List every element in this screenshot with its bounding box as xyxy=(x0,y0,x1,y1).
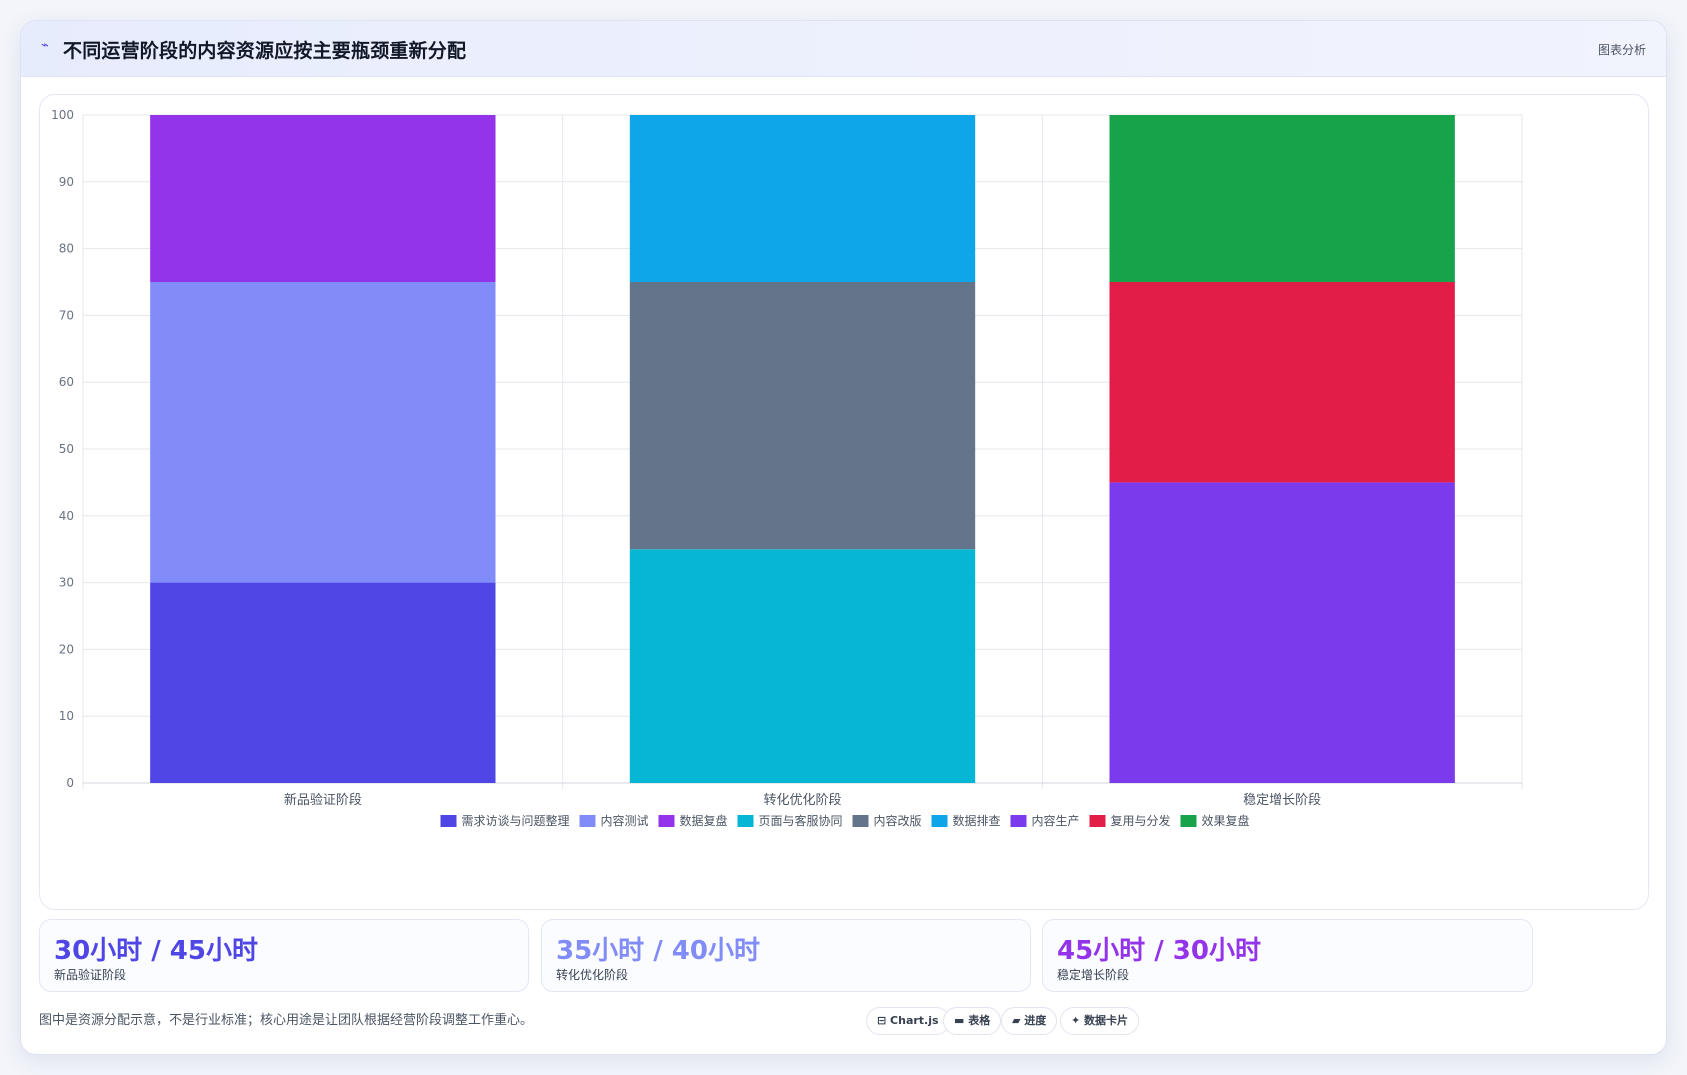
stat-label: 新品验证阶段 xyxy=(54,968,127,982)
y-tick-label: 10 xyxy=(59,709,74,723)
y-tick-label: 90 xyxy=(59,175,74,189)
legend-swatch xyxy=(1089,815,1106,827)
x-tick-label: 稳定增长阶段 xyxy=(1243,792,1321,808)
legend-swatch xyxy=(440,815,457,827)
legend-label: 需求访谈与问题整理 xyxy=(462,813,570,828)
y-tick-label: 0 xyxy=(66,776,74,790)
legend-label: 内容测试 xyxy=(601,813,649,828)
chip-table[interactable]: ▬ 表格 xyxy=(943,1007,1002,1035)
stat-label: 转化优化阶段 xyxy=(556,968,629,982)
chart-card: ⌁ 不同运营阶段的内容资源应按主要瓶颈重新分配 图表分析 0 10 20 30 40 50… xyxy=(20,20,1667,1055)
legend-label: 页面与客服协同 xyxy=(759,813,843,828)
bar-segment xyxy=(629,115,976,282)
stacked-bar-chart: 0 10 20 30 40 50 60 70 80 90 100 新品验证阶段 转化优化阶段 稳定增长阶段… xyxy=(51,108,1523,828)
y-tick-label: 30 xyxy=(59,576,74,590)
stat-label: 稳定增长阶段 xyxy=(1057,968,1130,982)
y-tick-label: 80 xyxy=(59,242,74,256)
y-tick-label: 100 xyxy=(51,108,74,122)
chart-panel: 0 10 20 30 40 50 60 70 80 90 100 新品验证阶段 转化优化阶段 稳定增长阶段… xyxy=(39,94,1649,910)
y-tick-label: 40 xyxy=(59,509,74,523)
bar-segment xyxy=(150,115,496,282)
legend-swatch xyxy=(658,815,675,827)
bar-segment xyxy=(150,282,496,583)
bar-segment xyxy=(1109,482,1455,783)
y-tick-label: 70 xyxy=(59,308,74,322)
x-tick-label: 转化优化阶段 xyxy=(763,793,841,808)
legend-swatch xyxy=(852,815,869,827)
legend-swatch xyxy=(579,815,596,827)
chip-data-card[interactable]: ✦ 数据卡片 xyxy=(1060,1007,1140,1035)
bar-segment xyxy=(1109,115,1455,282)
legend-swatch xyxy=(737,815,754,827)
bar-segment xyxy=(150,582,496,783)
legend-label: 数据复盘 xyxy=(680,813,728,828)
legend-label: 数据排查 xyxy=(953,813,1001,828)
legend-swatch xyxy=(1180,815,1197,827)
stat-value: 45小时 / 30小时 xyxy=(1057,936,1261,966)
stat-card-1: 30小时 / 45小时 新品验证阶段 xyxy=(39,919,529,992)
footnote: 图中是资源分配示意，不是行业标准；核心用途是让团队根据经营阶段调整工作重心。 xyxy=(39,1013,534,1028)
stat-value: 30小时 / 45小时 xyxy=(54,936,258,966)
y-tick-label: 20 xyxy=(59,642,74,656)
header-tag: 图表分析 xyxy=(1597,43,1646,57)
legend-label: 复用与分发 xyxy=(1111,813,1171,828)
stat-card-3: 45小时 / 30小时 稳定增长阶段 xyxy=(1042,919,1533,992)
x-tick-label: 新品验证阶段 xyxy=(284,792,362,808)
bar-segment xyxy=(629,282,976,550)
page-title: 不同运营阶段的内容资源应按主要瓶颈重新分配 xyxy=(63,40,467,62)
card-header: ⌁ 不同运营阶段的内容资源应按主要瓶颈重新分配 图表分析 xyxy=(21,21,1666,77)
chip-chartjs[interactable]: ⊟ Chart.js xyxy=(866,1007,950,1035)
stat-value: 35小时 / 40小时 xyxy=(556,936,760,966)
legend-swatch xyxy=(931,815,948,827)
bar-segment xyxy=(1109,282,1455,483)
bar-segment xyxy=(629,549,976,783)
chart-line-icon: ⌁ xyxy=(41,38,49,53)
y-tick-label: 60 xyxy=(59,375,74,389)
y-tick-label: 50 xyxy=(59,442,74,456)
chip-progress[interactable]: ▰ 进度 xyxy=(1001,1007,1058,1035)
legend-label: 内容生产 xyxy=(1032,813,1080,828)
legend-label: 内容改版 xyxy=(874,813,922,828)
stat-card-2: 35小时 / 40小时 转化优化阶段 xyxy=(541,919,1031,992)
legend-label: 效果复盘 xyxy=(1202,813,1250,828)
legend-swatch xyxy=(1010,815,1027,827)
